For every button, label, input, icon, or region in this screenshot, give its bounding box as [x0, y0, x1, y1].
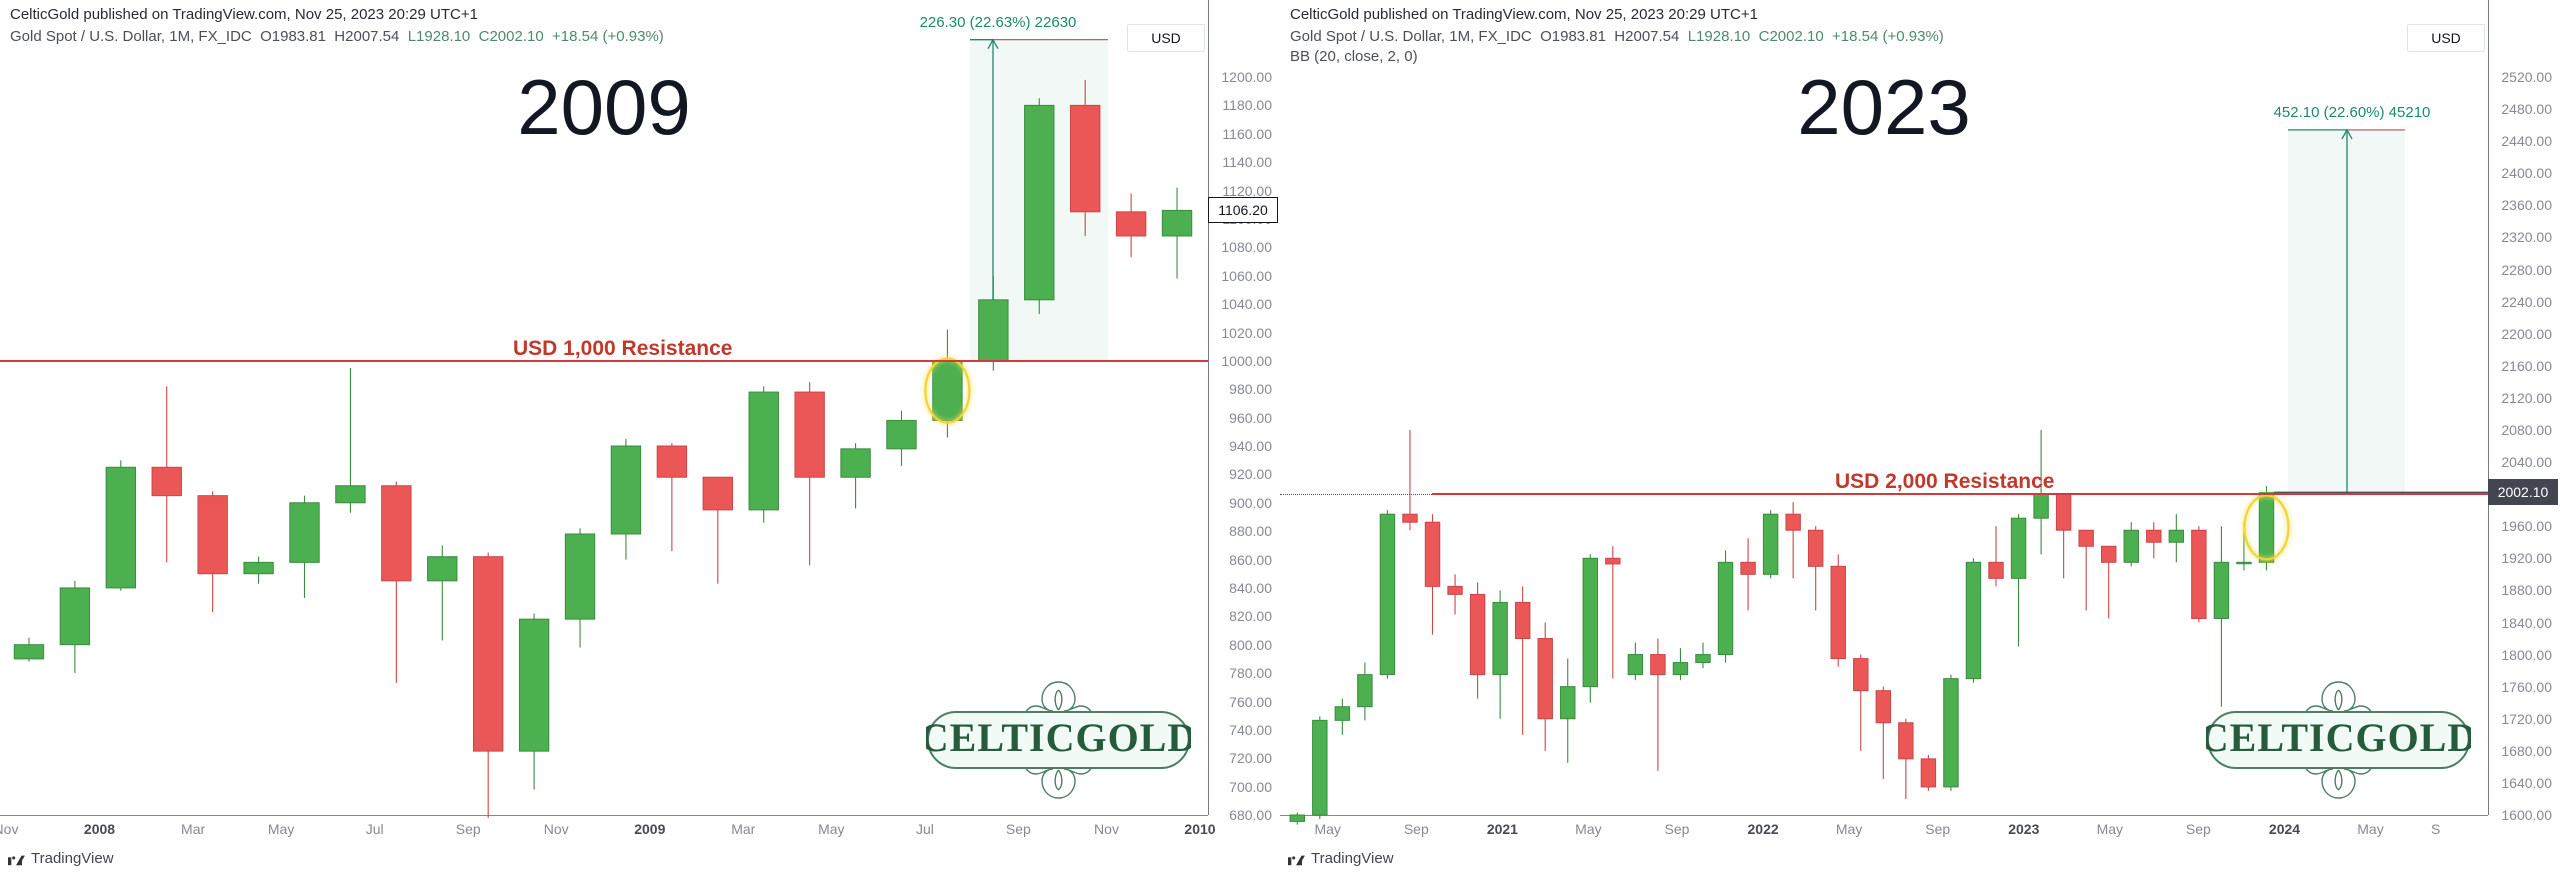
svg-text:CELTICGOLD: CELTICGOLD — [926, 715, 1191, 760]
svg-text:CELTICGOLD: CELTICGOLD — [2206, 715, 2471, 760]
